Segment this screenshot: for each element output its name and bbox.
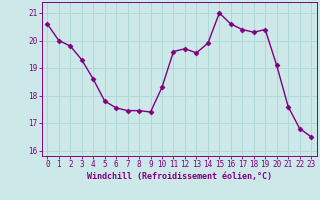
X-axis label: Windchill (Refroidissement éolien,°C): Windchill (Refroidissement éolien,°C) <box>87 172 272 181</box>
